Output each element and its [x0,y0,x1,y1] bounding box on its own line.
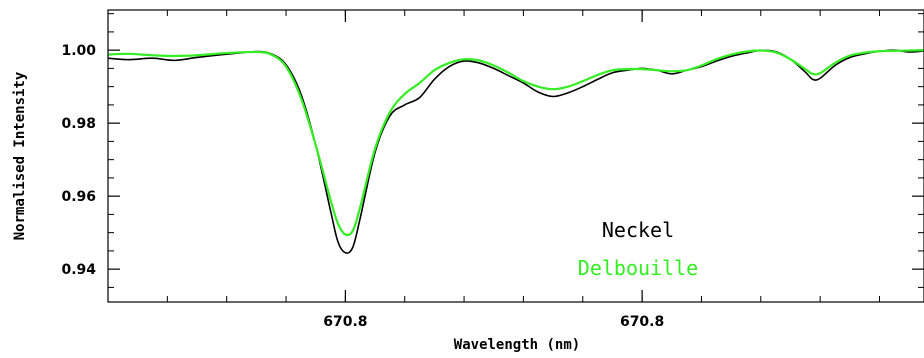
series-line-neckel [107,49,924,254]
series-layer [107,49,924,254]
labels-layer: 0.94 0.96 0.98 1.00 670.8 670.8 [61,43,664,330]
y-axis-title: Normalised Intensity [12,71,28,240]
y-tick-label: 0.94 [61,262,96,278]
legend: Neckel Delbouille [578,218,698,280]
y-tick-label: 0.98 [61,116,96,132]
x-tick-label: 670.8 [620,314,664,330]
legend-label-neckel: Neckel [602,218,674,242]
plot-frame [107,9,924,303]
y-tick-label: 1.00 [61,43,96,59]
x-tick-label: 670.8 [323,314,367,330]
legend-label-delbouille: Delbouille [578,256,698,280]
series-line-delbouille [107,49,924,237]
x-axis-title: Wavelength (nm) [454,337,580,353]
ticks-layer [108,10,924,302]
y-tick-label: 0.96 [61,189,96,205]
